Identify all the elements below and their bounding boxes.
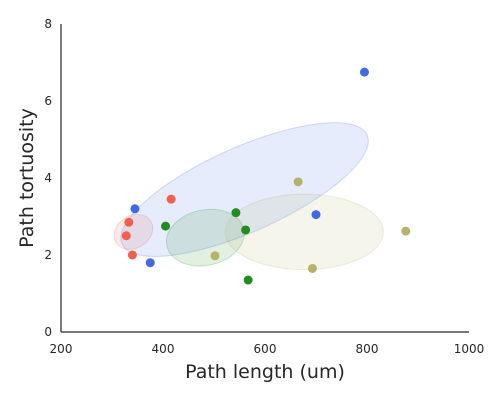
data-point-2-0 [161,221,171,231]
y-tick-labels: 0 2 4 6 8 [44,17,52,339]
y-axis-label: Path tortuosity [16,108,38,248]
data-point-2-1 [231,208,241,218]
y-tick-label: 4 [44,171,52,185]
x-tick-label: 1000 [454,342,485,356]
data-point-0-1 [121,231,131,241]
data-point-1-1 [145,258,155,268]
x-tick-label: 800 [356,342,379,356]
data-point-3-1 [293,177,303,187]
data-point-0-2 [127,250,137,260]
y-tick-label: 0 [44,325,52,339]
x-tick-label: 200 [50,342,73,356]
y-tick-label: 2 [44,248,52,262]
data-point-0-0 [124,217,134,227]
x-tick-label: 600 [254,342,277,356]
cluster-ellipse-0 [113,213,154,250]
data-point-0-3 [166,194,176,204]
data-point-2-3 [243,275,253,285]
data-point-1-3 [359,67,369,77]
data-point-3-3 [401,226,411,236]
data-point-2-2 [241,225,251,235]
data-point-3-0 [210,251,220,261]
x-tick-label: 400 [152,342,175,356]
y-tick-label: 8 [44,17,52,31]
x-tick-labels: 200 400 600 800 1000 [50,342,485,356]
data-points [121,67,411,285]
data-point-3-2 [307,263,317,273]
y-tick-label: 6 [44,94,52,108]
cluster-ellipse-3 [224,193,384,271]
data-point-1-2 [311,210,321,220]
cluster-ellipses [113,122,384,271]
x-axis-label: Path length (um) [185,361,345,383]
data-point-1-0 [130,204,140,214]
cluster-ellipse-1 [120,122,369,257]
